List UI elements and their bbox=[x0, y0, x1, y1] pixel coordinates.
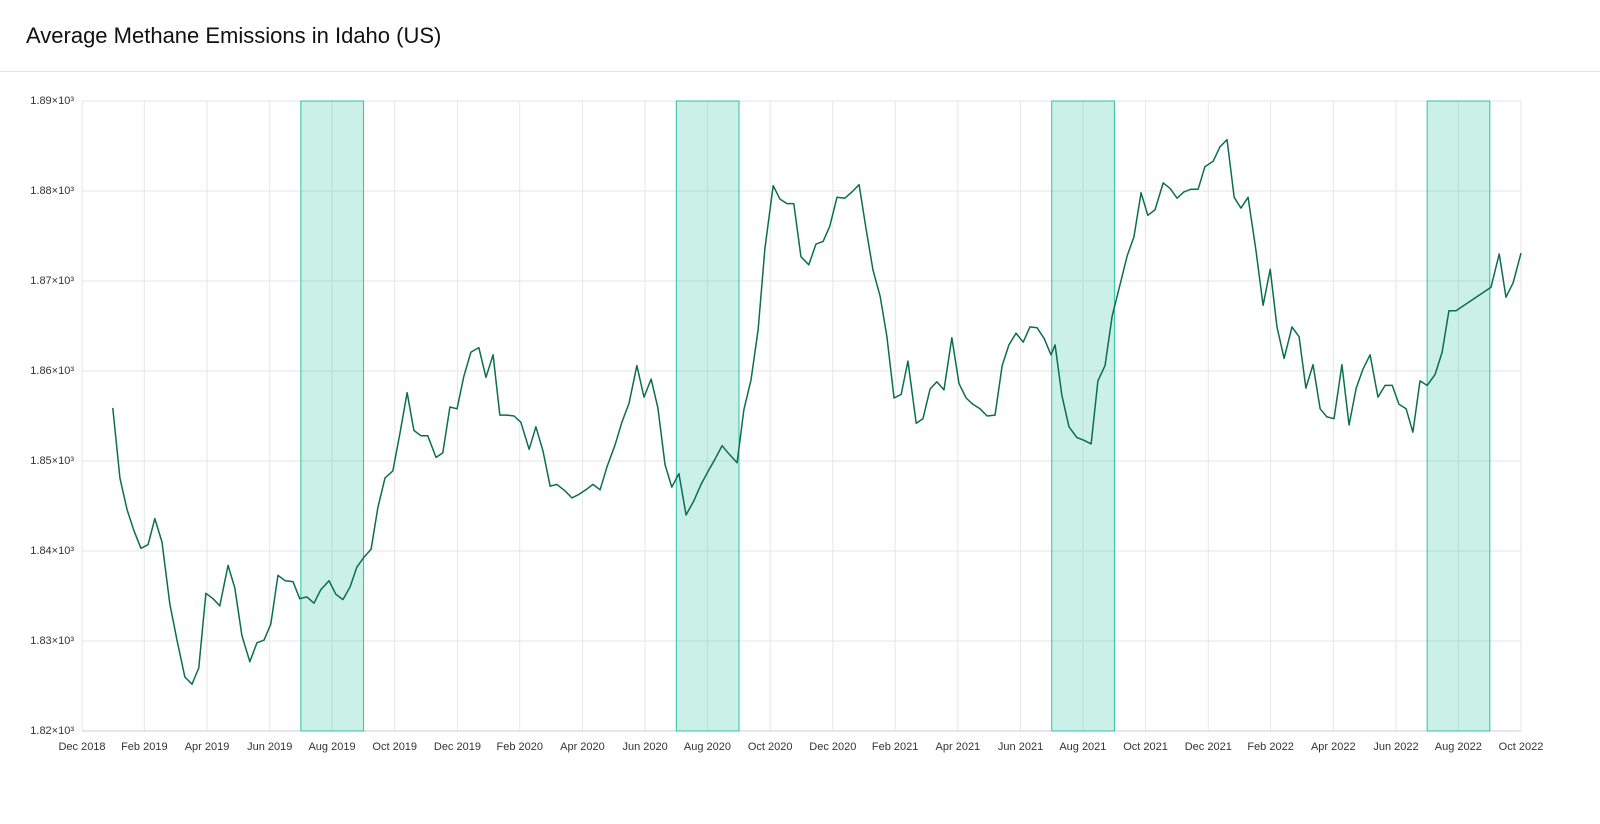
x-tick-label: Feb 2022 bbox=[1247, 741, 1293, 753]
x-tick-label: Apr 2022 bbox=[1311, 741, 1356, 753]
shaded-range bbox=[1051, 100, 1115, 732]
x-tick-label: Dec 2020 bbox=[809, 741, 856, 753]
shaded-range bbox=[1426, 100, 1491, 732]
data-line bbox=[112, 138, 1522, 685]
shaded-range bbox=[300, 100, 365, 732]
x-tick-label: Dec 2019 bbox=[434, 741, 481, 753]
x-tick-label: Aug 2022 bbox=[1435, 741, 1482, 753]
x-tick-label: Apr 2020 bbox=[560, 741, 605, 753]
y-tick-label: 1.86×10³ bbox=[30, 365, 74, 377]
x-tick-label: Oct 2020 bbox=[748, 741, 793, 753]
x-tick-label: Jun 2019 bbox=[247, 741, 292, 753]
x-tick-label: Feb 2019 bbox=[121, 741, 167, 753]
x-tick-label: Jun 2020 bbox=[623, 741, 668, 753]
y-tick-label: 1.88×10³ bbox=[30, 185, 74, 197]
chart-title: Average Methane Emissions in Idaho (US) bbox=[26, 23, 441, 48]
x-tick-label: Aug 2021 bbox=[1059, 741, 1106, 753]
shaded-range bbox=[675, 100, 740, 732]
x-tick-label: Feb 2021 bbox=[872, 741, 918, 753]
x-tick-label: Dec 2021 bbox=[1185, 741, 1232, 753]
x-tick-label: Feb 2020 bbox=[497, 741, 543, 753]
x-tick-label: Aug 2019 bbox=[308, 741, 355, 753]
y-tick-label: 1.82×10³ bbox=[30, 725, 74, 737]
x-tick-label: Oct 2021 bbox=[1123, 741, 1168, 753]
x-tick-label: Jun 2021 bbox=[998, 741, 1043, 753]
x-tick-label: Aug 2020 bbox=[684, 741, 731, 753]
y-tick-label: 1.84×10³ bbox=[30, 545, 74, 557]
y-tick-label: 1.87×10³ bbox=[30, 275, 74, 287]
x-tick-label: Apr 2021 bbox=[936, 741, 981, 753]
y-tick-label: 1.83×10³ bbox=[30, 635, 74, 647]
x-tick-label: Dec 2018 bbox=[58, 741, 105, 753]
y-tick-label: 1.89×10³ bbox=[30, 95, 74, 107]
x-tick-label: Oct 2022 bbox=[1499, 741, 1544, 753]
x-tick-label: Apr 2019 bbox=[185, 741, 230, 753]
y-tick-label: 1.85×10³ bbox=[30, 455, 74, 467]
x-tick-label: Jun 2022 bbox=[1373, 741, 1418, 753]
x-tick-label: Oct 2019 bbox=[372, 741, 417, 753]
